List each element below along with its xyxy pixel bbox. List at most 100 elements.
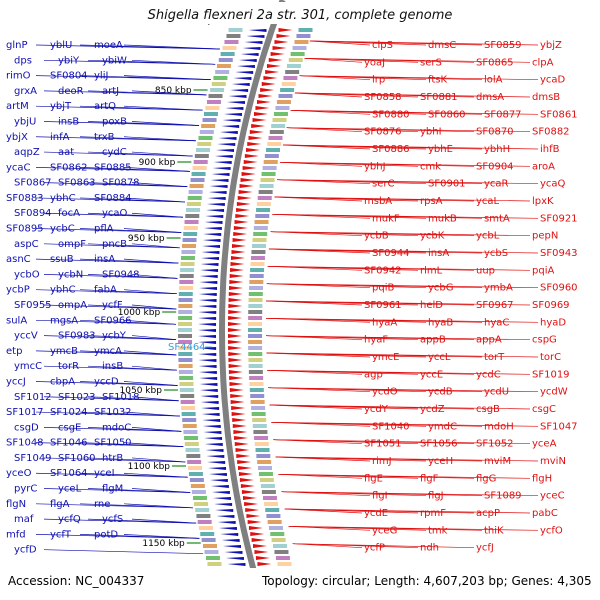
reverse-gene-arrow bbox=[205, 449, 224, 452]
forward-gene-arrow bbox=[241, 172, 256, 176]
forward-gene-label: mukB bbox=[428, 213, 457, 224]
forward-gene-arrow bbox=[228, 316, 243, 320]
cog-category-block bbox=[267, 520, 282, 524]
forward-gene-label: cspG bbox=[532, 335, 557, 346]
reverse-gene-arrow bbox=[224, 551, 243, 554]
forward-gene-label: hyaC bbox=[484, 317, 509, 328]
gene-leader-line bbox=[123, 105, 203, 111]
gene-leader-line bbox=[266, 283, 539, 289]
reverse-gene-label: etp bbox=[6, 346, 22, 357]
cog-category-block bbox=[264, 154, 279, 158]
reverse-gene-label: ymcC bbox=[14, 361, 42, 372]
forward-gene-label: SF0943 bbox=[540, 248, 578, 259]
forward-gene-arrow bbox=[256, 100, 271, 104]
forward-gene-arrow bbox=[229, 382, 244, 386]
forward-gene-label: lolA bbox=[484, 75, 503, 86]
reverse-gene-arrow bbox=[204, 443, 223, 446]
forward-gene-label: yceH bbox=[428, 456, 453, 467]
special-gene-label: SF4464 bbox=[168, 342, 206, 353]
cog-category-block bbox=[180, 256, 195, 260]
cog-category-block bbox=[275, 556, 290, 560]
reverse-gene-label: SF0884 bbox=[94, 193, 132, 204]
forward-gene-label: rpsA bbox=[420, 196, 443, 207]
reverse-gene-arrow bbox=[202, 419, 221, 422]
cog-category-block bbox=[251, 412, 266, 416]
forward-gene-label: SF0865 bbox=[476, 57, 514, 68]
reverse-gene-arrow bbox=[217, 143, 236, 146]
reverse-gene-label: ycfQ bbox=[58, 514, 81, 525]
reverse-gene-arrow bbox=[206, 209, 225, 212]
forward-gene-arrow bbox=[228, 310, 243, 314]
gene-leader-line bbox=[123, 503, 194, 509]
forward-gene-label: csgC bbox=[532, 404, 556, 415]
reverse-gene-arrow bbox=[218, 137, 237, 140]
gene-leader-line bbox=[79, 258, 179, 264]
cog-category-block bbox=[276, 100, 291, 104]
forward-gene-arrow bbox=[257, 562, 272, 566]
forward-gene-arrow bbox=[252, 118, 267, 122]
reverse-gene-label: pflA bbox=[94, 224, 114, 235]
gene-leader-line bbox=[123, 350, 177, 356]
forward-gene-arrow bbox=[228, 340, 243, 344]
forward-gene-label: SF0858 bbox=[364, 92, 402, 103]
forward-gene-label: pqiB bbox=[372, 283, 394, 294]
cog-category-block bbox=[265, 508, 280, 512]
gene-leader-line bbox=[123, 534, 200, 539]
gene-leader-line bbox=[79, 197, 186, 203]
gene-leader-line bbox=[267, 265, 531, 271]
forward-gene-arrow bbox=[231, 244, 246, 248]
gene-leader-line bbox=[266, 300, 531, 306]
reverse-gene-label: SF1050 bbox=[94, 438, 132, 449]
reverse-gene-arrow bbox=[200, 269, 219, 272]
reverse-gene-arrow bbox=[246, 35, 265, 38]
reverse-gene-label: maf bbox=[14, 514, 34, 525]
cog-category-block bbox=[178, 334, 193, 338]
reverse-gene-label: potD bbox=[94, 529, 118, 540]
reverse-gene-arrow bbox=[198, 299, 217, 302]
reverse-gene-label: flgM bbox=[102, 484, 123, 495]
cog-category-block bbox=[216, 64, 231, 68]
forward-gene-arrow bbox=[251, 538, 266, 542]
forward-gene-label: agp bbox=[364, 369, 383, 380]
forward-gene-arrow bbox=[239, 478, 254, 482]
cog-category-block bbox=[188, 190, 203, 194]
cog-category-block bbox=[184, 436, 199, 440]
forward-gene-label: ycdZ bbox=[420, 404, 445, 415]
gene-leader-line bbox=[87, 212, 184, 218]
cog-category-block bbox=[248, 352, 263, 356]
forward-gene-arrow bbox=[228, 304, 243, 308]
reverse-gene-arrow bbox=[223, 545, 242, 548]
cog-category-block bbox=[178, 364, 193, 368]
forward-gene-label: pabC bbox=[532, 508, 558, 519]
cog-category-block bbox=[179, 274, 194, 278]
cog-category-block bbox=[196, 514, 211, 518]
cog-category-block bbox=[191, 490, 206, 494]
gene-leader-line bbox=[309, 40, 539, 46]
gene-leader-line bbox=[269, 404, 531, 410]
forward-gene-arrow bbox=[236, 202, 251, 206]
gene-leader-line bbox=[280, 161, 531, 167]
cog-category-block bbox=[184, 442, 199, 446]
cog-category-block bbox=[252, 424, 267, 428]
forward-gene-label: SF0870 bbox=[476, 127, 514, 138]
gene-leader-line bbox=[87, 457, 186, 463]
cog-category-block bbox=[252, 418, 267, 422]
forward-gene-arrow bbox=[238, 472, 253, 476]
reverse-gene-label: ybiW bbox=[102, 55, 127, 66]
cog-category-block bbox=[184, 220, 199, 224]
forward-gene-label: ycaL bbox=[476, 196, 500, 207]
gene-leader-line bbox=[79, 136, 196, 142]
reverse-gene-label: mgsA bbox=[50, 315, 78, 326]
forward-gene-arrow bbox=[238, 190, 253, 194]
reverse-gene-label: SF1046 bbox=[50, 438, 88, 449]
forward-gene-arrow bbox=[248, 526, 263, 530]
cog-category-block bbox=[248, 346, 263, 350]
cog-category-block bbox=[186, 208, 201, 212]
forward-gene-arrow bbox=[240, 178, 255, 182]
reverse-gene-label: ybjX bbox=[6, 132, 28, 143]
cog-category-block bbox=[178, 352, 193, 356]
forward-gene-label: torC bbox=[540, 352, 561, 363]
cog-category-block bbox=[178, 310, 193, 314]
forward-gene-arrow bbox=[255, 106, 270, 110]
gene-leader-line bbox=[281, 491, 539, 497]
